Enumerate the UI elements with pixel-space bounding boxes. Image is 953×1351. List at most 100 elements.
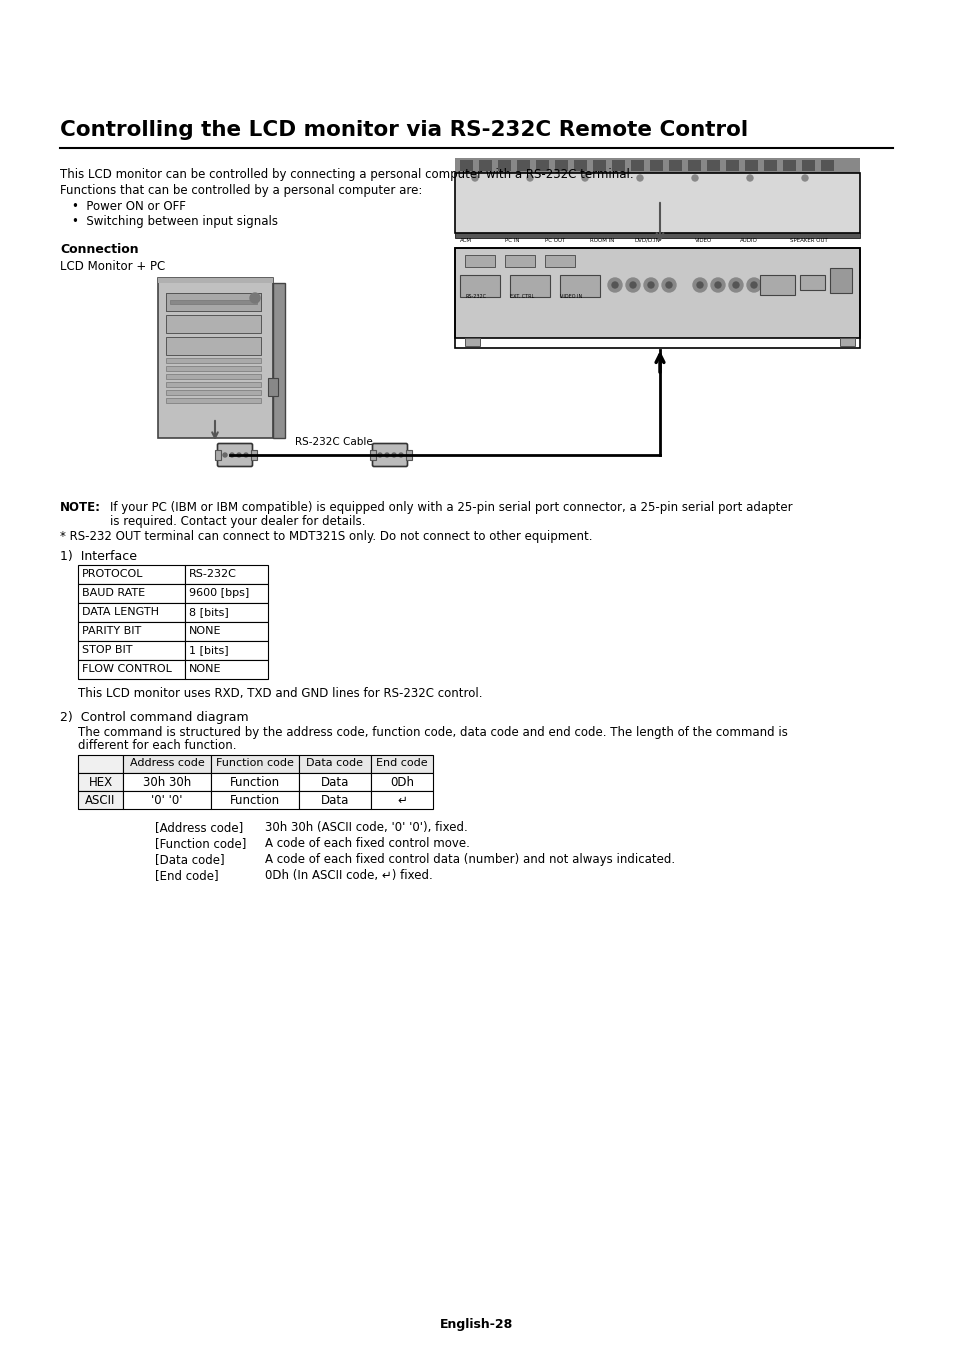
Bar — [763, 159, 776, 172]
Text: PROTOCOL: PROTOCOL — [82, 569, 143, 580]
Text: [Data code]: [Data code] — [154, 852, 224, 866]
Bar — [593, 159, 605, 172]
Circle shape — [250, 293, 260, 303]
Text: ↵: ↵ — [396, 794, 407, 807]
Text: 9600 [bps]: 9600 [bps] — [189, 588, 249, 598]
Bar — [166, 315, 261, 332]
Text: PC IN: PC IN — [504, 238, 519, 243]
Bar — [185, 640, 268, 661]
Bar — [185, 661, 268, 680]
Bar — [829, 267, 851, 293]
Bar — [801, 159, 814, 172]
Circle shape — [732, 282, 739, 288]
Circle shape — [612, 282, 618, 288]
Text: RS-232C Cable: RS-232C Cable — [294, 436, 373, 447]
Bar — [800, 276, 824, 290]
Text: VIDEO: VIDEO — [695, 238, 712, 243]
Bar — [211, 755, 298, 773]
Bar — [78, 584, 185, 603]
Bar — [371, 755, 433, 773]
Text: 30h 30h: 30h 30h — [143, 775, 191, 789]
Circle shape — [472, 176, 477, 181]
Bar — [510, 276, 550, 297]
Circle shape — [801, 176, 807, 181]
Text: If your PC (IBM or IBM compatible) is equipped only with a 25-pin serial port co: If your PC (IBM or IBM compatible) is eq… — [110, 501, 792, 513]
Text: DATA LENGTH: DATA LENGTH — [82, 607, 159, 617]
Bar — [478, 159, 492, 172]
Bar — [455, 173, 859, 232]
Text: is required. Contact your dealer for details.: is required. Contact your dealer for det… — [110, 515, 365, 528]
Text: PARITY BIT: PARITY BIT — [82, 626, 141, 636]
Bar — [497, 159, 511, 172]
Bar — [78, 621, 185, 640]
Bar — [123, 790, 211, 809]
Bar — [298, 755, 371, 773]
Bar — [211, 773, 298, 790]
Text: 1 [bits]: 1 [bits] — [189, 644, 229, 655]
Circle shape — [746, 278, 760, 292]
Bar — [744, 159, 758, 172]
Bar — [78, 790, 123, 809]
Bar — [464, 338, 479, 346]
Text: Function: Function — [230, 775, 280, 789]
Text: AUDIO: AUDIO — [740, 238, 757, 243]
Bar — [214, 450, 221, 459]
Circle shape — [643, 278, 658, 292]
Bar — [298, 773, 371, 790]
Bar — [760, 276, 794, 295]
Bar — [459, 276, 499, 297]
Text: NOTE:: NOTE: — [60, 501, 101, 513]
Circle shape — [691, 176, 698, 181]
Bar — [630, 159, 643, 172]
Bar — [78, 661, 185, 680]
Circle shape — [665, 282, 671, 288]
Circle shape — [637, 176, 642, 181]
Text: Functions that can be controlled by a personal computer are:: Functions that can be controlled by a pe… — [60, 184, 422, 197]
Text: '0' '0': '0' '0' — [152, 794, 183, 807]
Bar — [464, 255, 495, 267]
Bar — [166, 399, 261, 403]
Circle shape — [746, 176, 752, 181]
Text: [Function code]: [Function code] — [154, 838, 246, 850]
Text: A code of each fixed control move.: A code of each fixed control move. — [265, 838, 470, 850]
Text: LCD Monitor + PC: LCD Monitor + PC — [60, 259, 165, 273]
Bar — [166, 390, 261, 394]
Text: 30h 30h (ASCII code, '0' '0'), fixed.: 30h 30h (ASCII code, '0' '0'), fixed. — [265, 821, 467, 834]
Bar — [185, 621, 268, 640]
Text: English-28: English-28 — [440, 1319, 513, 1331]
Circle shape — [377, 453, 381, 457]
Bar — [166, 382, 261, 386]
Text: This LCD monitor uses RXD, TXD and GND lines for RS-232C control.: This LCD monitor uses RXD, TXD and GND l… — [78, 688, 482, 700]
Bar — [455, 158, 859, 173]
Bar — [298, 790, 371, 809]
Text: 0Dh: 0Dh — [390, 775, 414, 789]
Text: FLOW CONTROL: FLOW CONTROL — [82, 663, 172, 674]
Circle shape — [385, 453, 389, 457]
Text: EXT. CTRL: EXT. CTRL — [510, 295, 534, 299]
Bar — [371, 773, 433, 790]
Text: Address code: Address code — [130, 758, 204, 767]
Bar — [574, 159, 586, 172]
Text: PC OUT: PC OUT — [544, 238, 565, 243]
Text: 1)  Interface: 1) Interface — [60, 550, 137, 563]
Text: RS-232C: RS-232C — [465, 295, 486, 299]
Text: Data code: Data code — [306, 758, 363, 767]
Circle shape — [230, 453, 233, 457]
Bar — [371, 790, 433, 809]
Bar — [273, 282, 285, 438]
Circle shape — [607, 278, 621, 292]
Circle shape — [661, 278, 676, 292]
Circle shape — [581, 176, 587, 181]
Text: End code: End code — [375, 758, 427, 767]
Bar — [782, 159, 795, 172]
Bar — [166, 374, 261, 380]
Bar — [166, 336, 261, 355]
Circle shape — [714, 282, 720, 288]
Text: The command is structured by the address code, function code, data code and end : The command is structured by the address… — [78, 725, 787, 739]
Circle shape — [697, 282, 702, 288]
Bar — [555, 159, 567, 172]
Text: RS-232C: RS-232C — [189, 569, 236, 580]
Bar — [706, 159, 720, 172]
Text: •  Switching between input signals: • Switching between input signals — [71, 215, 277, 228]
Circle shape — [647, 282, 654, 288]
